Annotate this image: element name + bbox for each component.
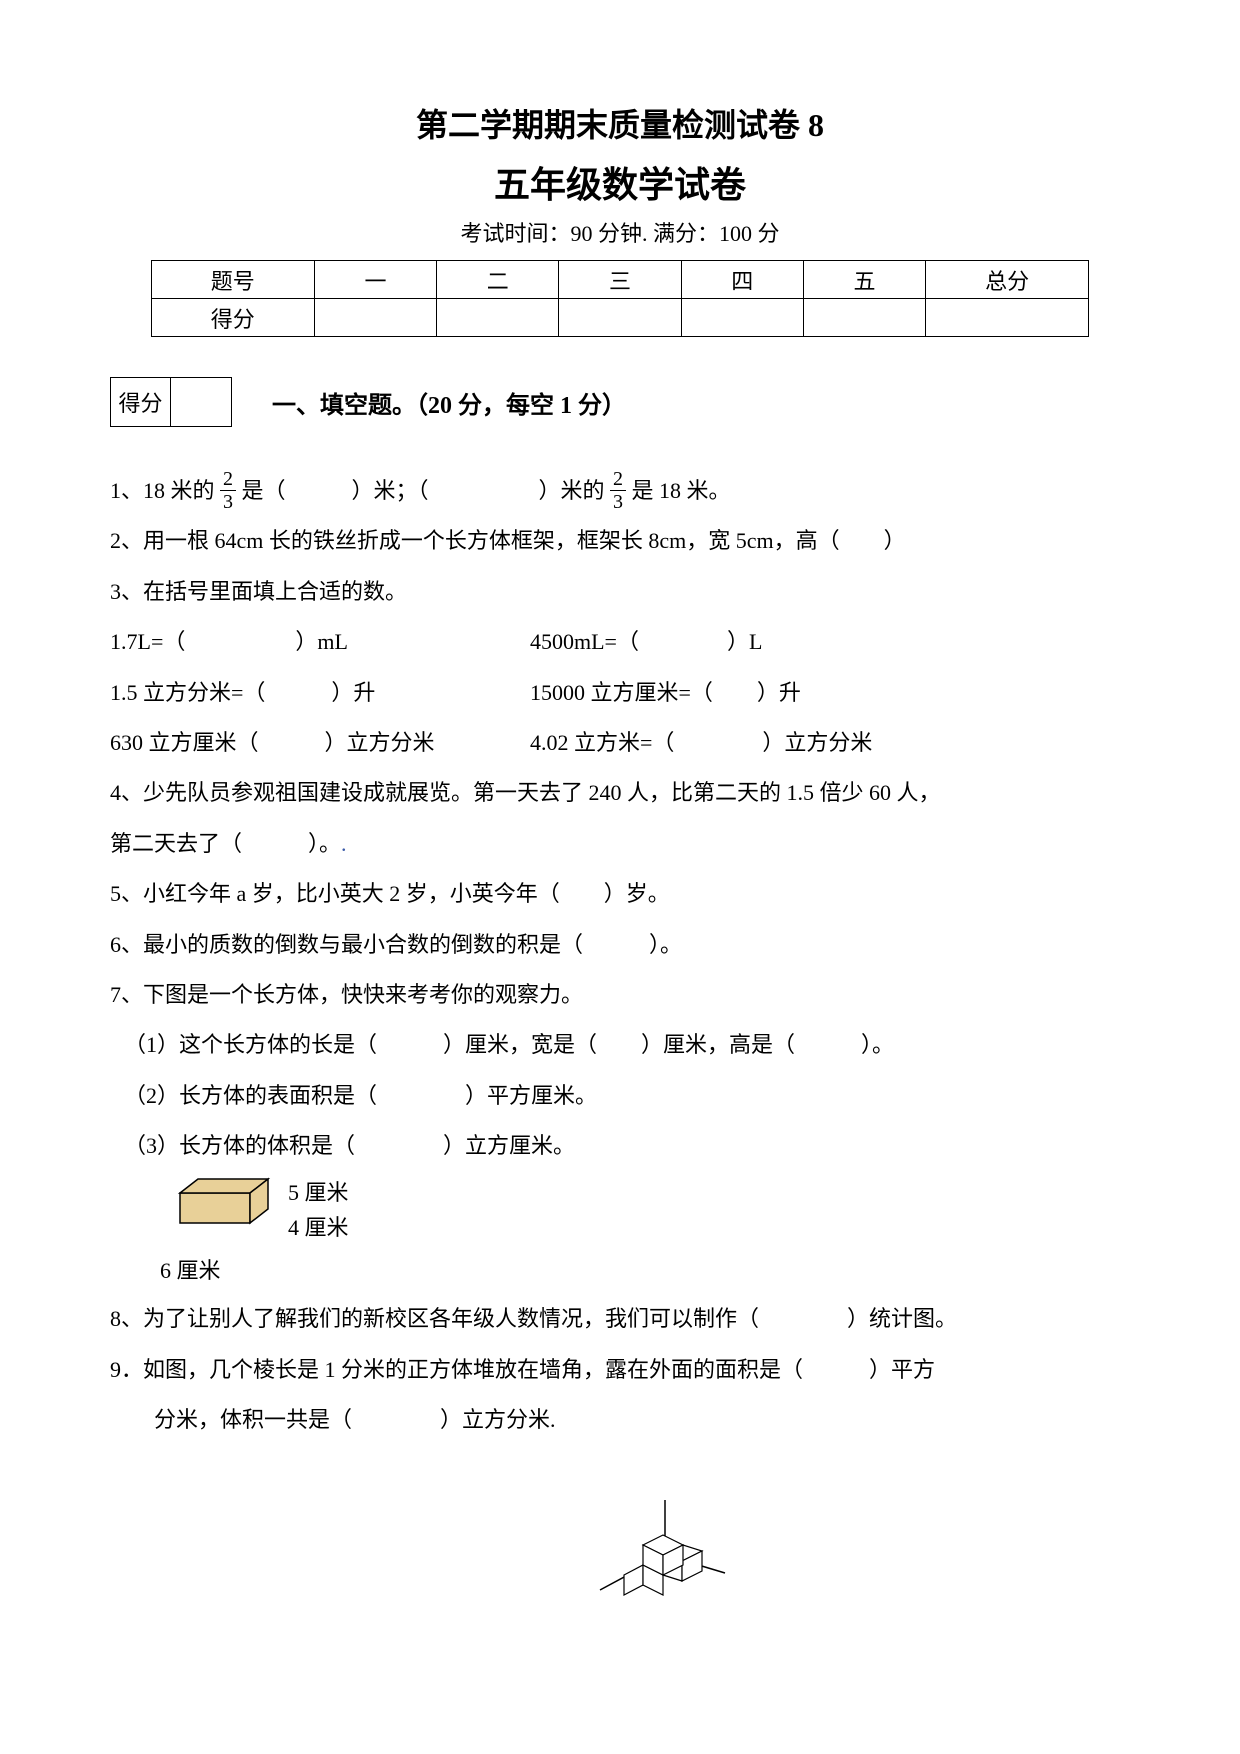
q3-2b: 15000 立方厘米=（ ）升 xyxy=(530,669,1130,717)
q3-3a: 630 立方厘米（ ）立方分米 xyxy=(110,719,530,767)
q3-2a: 1.5 立方分米=（ ）升 xyxy=(110,669,530,717)
score-box: 得分 xyxy=(110,377,232,427)
question-7-2: （2）长方体的表面积是（ ）平方厘米。 xyxy=(110,1072,1130,1120)
score-cell xyxy=(926,299,1089,337)
q3-1a: 1.7L=（ ）mL xyxy=(110,618,530,666)
section-header: 得分 一、填空题。（20 分，每空 1 分） xyxy=(110,377,1130,427)
question-9b: 分米，体积一共是（ ）立方分米. xyxy=(110,1396,1130,1444)
col-header: 二 xyxy=(437,261,559,299)
question-7-1: （1）这个长方体的长是（ ）厘米，宽是（ ）厘米，高是（ ）。 xyxy=(110,1021,1130,1069)
question-3-row2: 1.5 立方分米=（ ）升 15000 立方厘米=（ ）升 xyxy=(110,669,1130,717)
col-header: 四 xyxy=(681,261,803,299)
row-label: 题号 xyxy=(151,261,314,299)
table-row: 得分 xyxy=(151,299,1088,337)
q1-text-b: 是（ ）米；（ ）米的 xyxy=(242,478,605,503)
exam-info: 考试时间：90 分钟. 满分：100 分 xyxy=(110,216,1130,248)
question-2: 2、用一根 64cm 长的铁丝折成一个长方体框架，框架长 8cm，宽 5cm，高… xyxy=(110,517,1130,565)
score-cell xyxy=(681,299,803,337)
q4b-text: 第二天去了（ ）。 xyxy=(110,831,341,856)
question-8: 8、为了让别人了解我们的新校区各年级人数情况，我们可以制作（ ）统计图。 xyxy=(110,1295,1130,1343)
score-cell xyxy=(803,299,925,337)
q3-1b: 4500mL=（ ）L xyxy=(530,618,1130,666)
score-cell xyxy=(314,299,436,337)
fraction: 2 3 xyxy=(610,468,626,513)
score-cell xyxy=(559,299,681,337)
question-3: 3、在括号里面填上合适的数。 xyxy=(110,568,1130,616)
cubes-corner-icon xyxy=(590,1495,730,1605)
q1-text-c: 是 18 米。 xyxy=(632,478,731,503)
q1-text-a: 1、18 米的 xyxy=(110,478,215,503)
fraction-den: 3 xyxy=(220,491,236,513)
score-box-label: 得分 xyxy=(111,378,171,426)
fraction-den: 3 xyxy=(610,491,626,513)
section-title: 一、填空题。（20 分，每空 1 分） xyxy=(272,385,626,420)
cuboid-label-5: 5 厘米 xyxy=(288,1175,349,1210)
question-6: 6、最小的质数的倒数与最小合数的倒数的积是（ ）。 xyxy=(110,921,1130,969)
col-header: 三 xyxy=(559,261,681,299)
q3-3b: 4.02 立方米=（ ）立方分米 xyxy=(530,719,1130,767)
col-header: 五 xyxy=(803,261,925,299)
row-label: 得分 xyxy=(151,299,314,337)
score-cell xyxy=(437,299,559,337)
cuboid-labels: 5 厘米 4 厘米 xyxy=(288,1175,349,1245)
fraction-num: 2 xyxy=(610,468,626,491)
col-header: 一 xyxy=(314,261,436,299)
question-7-3: （3）长方体的体积是（ ）立方厘米。 xyxy=(110,1122,1130,1170)
cuboid-icon xyxy=(170,1175,280,1231)
score-box-empty xyxy=(171,378,231,426)
cuboid-label-4: 4 厘米 xyxy=(288,1210,349,1245)
question-9a: 9．如图，几个棱长是 1 分米的正方体堆放在墙角，露在外面的面积是（ ）平方 xyxy=(110,1346,1130,1394)
cuboid-figure: 5 厘米 4 厘米 xyxy=(170,1175,1130,1245)
question-3-row1: 1.7L=（ ）mL 4500mL=（ ）L xyxy=(110,618,1130,666)
question-4b: 第二天去了（ ）。. xyxy=(110,820,1130,868)
question-1: 1、18 米的 2 3 是（ ）米；（ ）米的 2 3 是 18 米。 xyxy=(110,467,1130,515)
table-row: 题号 一 二 三 四 五 总分 xyxy=(151,261,1088,299)
question-list: 1、18 米的 2 3 是（ ）米；（ ）米的 2 3 是 18 米。 2、用一… xyxy=(110,467,1130,1444)
fraction: 2 3 xyxy=(220,468,236,513)
question-7: 7、下图是一个长方体，快快来考考你的观察力。 xyxy=(110,971,1130,1019)
cuboid-label-6: 6 厘米 xyxy=(160,1247,1130,1295)
title-sub: 五年级数学试卷 xyxy=(110,156,1130,208)
col-header: 总分 xyxy=(926,261,1089,299)
score-table: 题号 一 二 三 四 五 总分 得分 xyxy=(151,260,1089,337)
question-4a: 4、少先队员参观祖国建设成就展览。第一天去了 240 人，比第二天的 1.5 倍… xyxy=(110,769,1130,817)
question-5: 5、小红今年 a 岁，比小英大 2 岁，小英今年（ ）岁。 xyxy=(110,870,1130,918)
fraction-num: 2 xyxy=(220,468,236,491)
question-3-row3: 630 立方厘米（ ）立方分米 4.02 立方米=（ ）立方分米 xyxy=(110,719,1130,767)
title-main: 第二学期期末质量检测试卷 8 xyxy=(110,100,1130,146)
